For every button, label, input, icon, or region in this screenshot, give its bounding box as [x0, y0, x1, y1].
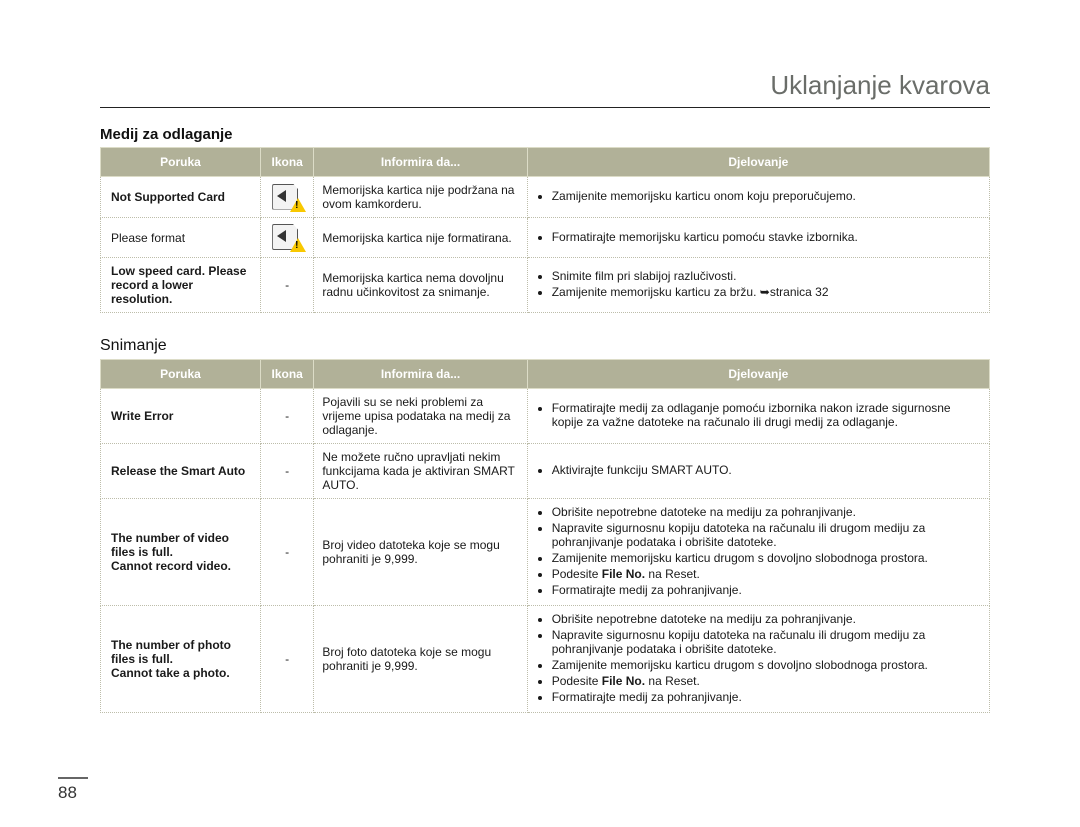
table-row: Not Supported Card Memorijska kartica nij…	[101, 177, 990, 218]
icon-cell: -	[261, 606, 314, 713]
column-header: Djelovanje	[527, 360, 989, 389]
action-cell: Formatirajte memorijsku karticu pomoću s…	[527, 218, 989, 258]
message-cell: Write Error	[101, 389, 261, 444]
message-cell: Release the Smart Auto	[101, 444, 261, 499]
column-header: Poruka	[101, 360, 261, 389]
troubleshoot-table: PorukaIkonaInformira da...DjelovanjeNot …	[100, 147, 990, 313]
card-warning-icon	[272, 184, 302, 208]
no-icon: -	[285, 409, 289, 423]
troubleshoot-table: PorukaIkonaInformira da...DjelovanjeWrit…	[100, 359, 990, 713]
action-cell: Obrišite nepotrebne datoteke na mediju z…	[527, 499, 989, 606]
icon-cell	[261, 177, 314, 218]
table-row: Write Error - Pojavili su se neki problemi…	[101, 389, 990, 444]
action-item: Obrišite nepotrebne datoteke na mediju z…	[552, 505, 981, 519]
page-title: Uklanjanje kvarova	[100, 70, 990, 108]
column-header: Poruka	[101, 148, 261, 177]
card-warning-icon	[272, 224, 302, 248]
no-icon: -	[285, 278, 289, 292]
table-row: Please format Memorijska kartica nije for…	[101, 218, 990, 258]
action-item: Zamijenite memorijsku karticu drugom s d…	[552, 658, 981, 672]
info-cell: Memorijska kartica nije formatirana.	[314, 218, 527, 258]
no-icon: -	[285, 652, 289, 666]
info-cell: Memorijska kartica nema dovoljnu radnu u…	[314, 258, 527, 313]
section-title: Medij za odlaganje	[100, 126, 990, 143]
action-item: Napravite sigurnosnu kopiju datoteka na …	[552, 628, 981, 656]
action-cell: Formatirajte medij za odlaganje pomoću i…	[527, 389, 989, 444]
action-item: Napravite sigurnosnu kopiju datoteka na …	[552, 521, 981, 549]
icon-cell: -	[261, 389, 314, 444]
action-item: Formatirajte memorijsku karticu pomoću s…	[552, 230, 981, 244]
message-cell: The number of photo files is full. Canno…	[101, 606, 261, 713]
table-row: Low speed card. Please record a lower re…	[101, 258, 990, 313]
section-title: Snimanje	[100, 337, 990, 355]
message-cell: Please format	[101, 218, 261, 258]
column-header: Informira da...	[314, 148, 527, 177]
info-cell: Broj foto datoteka koje se mogu pohranit…	[314, 606, 527, 713]
info-cell: Memorijska kartica nije podržana na ovom…	[314, 177, 527, 218]
action-item: Zamijenite memorijsku karticu drugom s d…	[552, 551, 981, 565]
column-header: Informira da...	[314, 360, 527, 389]
action-cell: Aktivirajte funkciju SMART AUTO.	[527, 444, 989, 499]
no-icon: -	[285, 464, 289, 478]
icon-cell: -	[261, 444, 314, 499]
info-cell: Ne možete ručno upravljati nekim funkcij…	[314, 444, 527, 499]
icon-cell: -	[261, 258, 314, 313]
message-cell: Not Supported Card	[101, 177, 261, 218]
action-item: Podesite File No. na Reset.	[552, 567, 981, 581]
action-item: Snimite film pri slabijoj razlučivosti.	[552, 269, 981, 283]
action-item: Zamijenite memorijsku karticu za bržu. ➥…	[552, 285, 981, 299]
action-item: Formatirajte medij za odlaganje pomoću i…	[552, 401, 981, 429]
action-item: Formatirajte medij za pohranjivanje.	[552, 690, 981, 704]
column-header: Ikona	[261, 360, 314, 389]
action-item: Obrišite nepotrebne datoteke na mediju z…	[552, 612, 981, 626]
info-cell: Pojavili su se neki problemi za vrijeme …	[314, 389, 527, 444]
table-row: Release the Smart Auto - Ne možete ručno u…	[101, 444, 990, 499]
action-cell: Obrišite nepotrebne datoteke na mediju z…	[527, 606, 989, 713]
icon-cell	[261, 218, 314, 258]
no-icon: -	[285, 545, 289, 559]
message-cell: The number of video files is full. Canno…	[101, 499, 261, 606]
column-header: Ikona	[261, 148, 314, 177]
message-cell: Low speed card. Please record a lower re…	[101, 258, 261, 313]
action-item: Formatirajte medij za pohranjivanje.	[552, 583, 981, 597]
action-item: Aktivirajte funkciju SMART AUTO.	[552, 463, 981, 477]
info-cell: Broj video datoteka koje se mogu pohrani…	[314, 499, 527, 606]
action-item: Zamijenite memorijsku karticu onom koju …	[552, 189, 981, 203]
action-item: Podesite File No. na Reset.	[552, 674, 981, 688]
page-number: 88	[58, 777, 88, 803]
icon-cell: -	[261, 499, 314, 606]
action-cell: Snimite film pri slabijoj razlučivosti. Z…	[527, 258, 989, 313]
table-row: The number of video files is full. Canno…	[101, 499, 990, 606]
table-row: The number of photo files is full. Canno…	[101, 606, 990, 713]
action-cell: Zamijenite memorijsku karticu onom koju …	[527, 177, 989, 218]
column-header: Djelovanje	[527, 148, 989, 177]
